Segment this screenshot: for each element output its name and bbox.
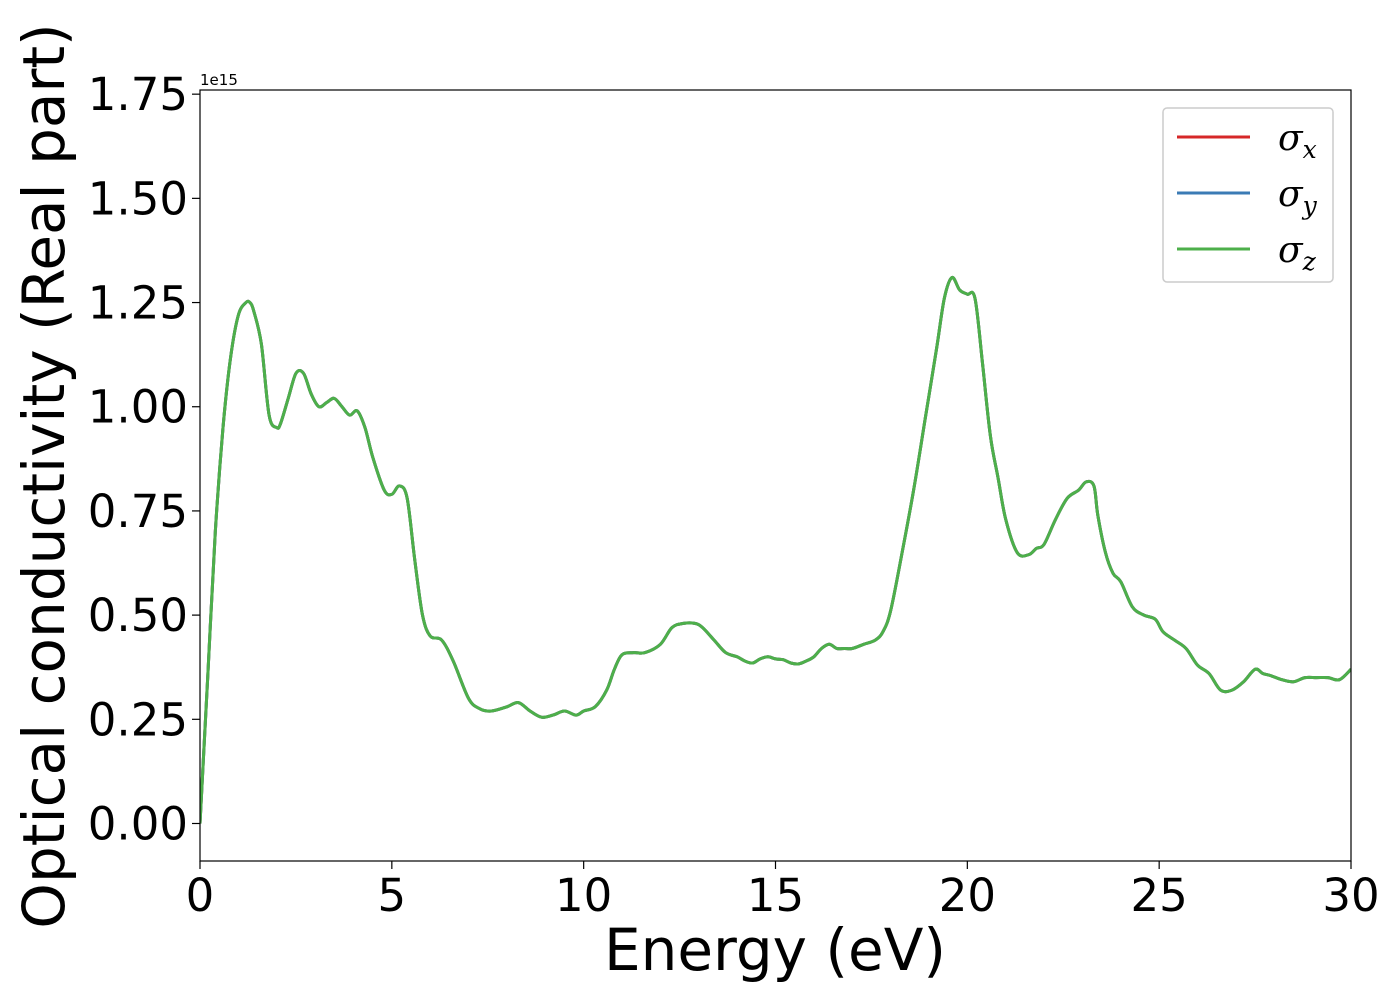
y-offset-text: 1e15 [200,71,238,89]
y-tick-label: 1.00 [88,381,188,434]
x-axis-label: Energy (eV) [604,916,946,984]
y-tick-label: 0.50 [88,589,188,642]
x-tick-label: 5 [378,869,407,922]
legend-frame [1162,107,1334,283]
y-tick-label: 0.00 [88,797,188,850]
x-tick-label: 20 [939,869,996,922]
y-tick-label: 0.25 [88,693,188,746]
x-tick-label: 0 [186,869,215,922]
legend-label-sigma-x: σx [1278,118,1317,164]
series-lines [200,275,1351,824]
x-tick-label: 30 [1322,869,1379,922]
legend-label-sigma-z: σz [1278,230,1317,276]
x-tick-label: 25 [1131,869,1188,922]
legend: σx σy σz [1162,107,1334,283]
y-tick-label: 1.75 [88,68,188,121]
x-axis: 0 5 10 15 20 25 30 [186,861,1380,922]
x-tick-label: 10 [555,869,612,922]
y-tick-label: 0.75 [88,485,188,538]
x-tick-label: 15 [747,869,804,922]
y-axis: 0.00 0.25 0.50 0.75 1.00 1.25 1.50 1.75 [88,68,200,850]
legend-label-sigma-y: σy [1278,174,1318,220]
plot-area [200,90,1351,861]
y-axis-label: Optical conductivity (Real part) [10,23,78,928]
series-line-sigma-z [200,275,1351,824]
y-tick-label: 1.25 [88,277,188,330]
y-tick-label: 1.50 [88,172,188,225]
